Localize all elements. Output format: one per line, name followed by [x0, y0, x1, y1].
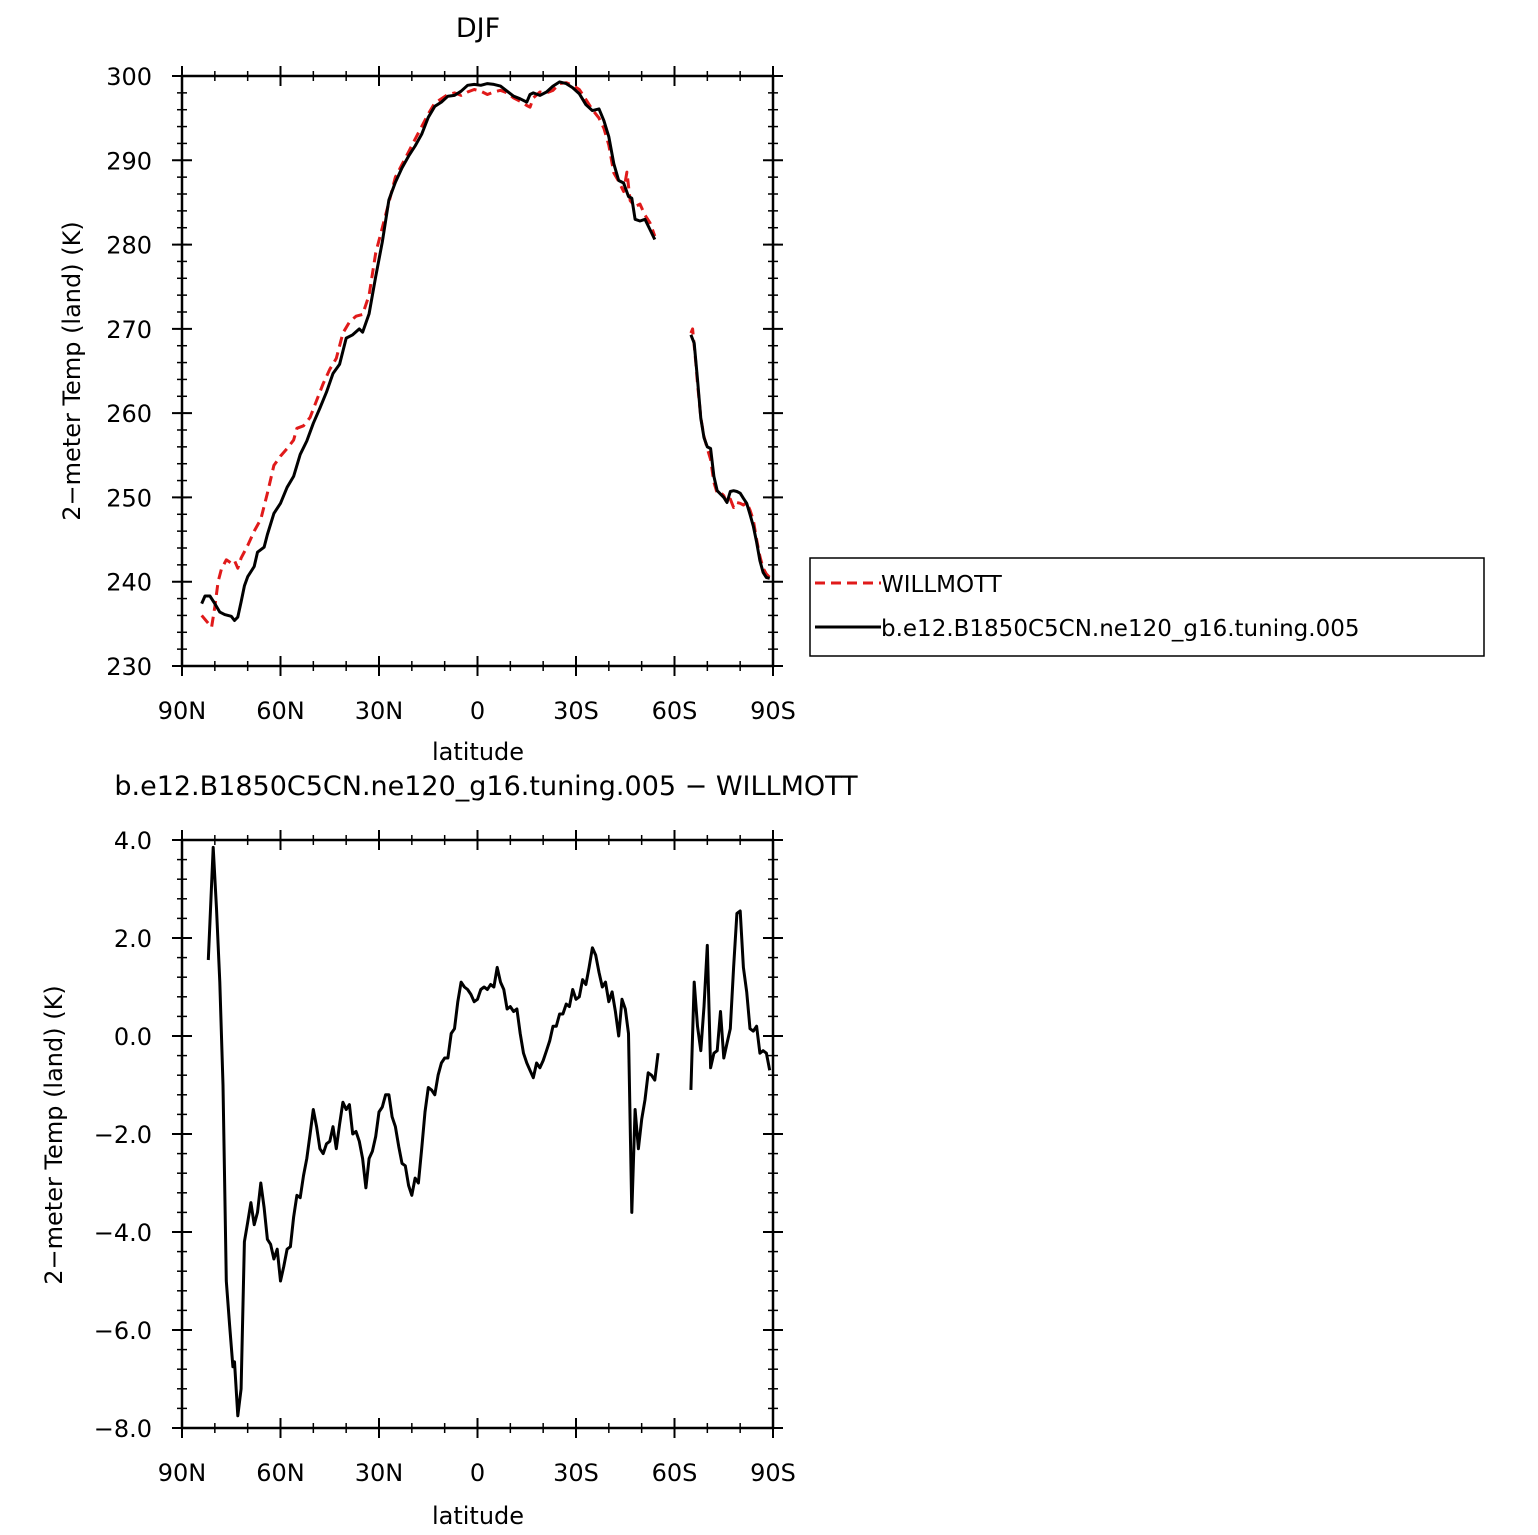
bottom-x-tick-label: 60S — [652, 1459, 698, 1487]
top-y-tick-label: 260 — [106, 400, 152, 428]
top-y-tick-label: 250 — [106, 484, 152, 512]
top-series-willmott-line — [689, 327, 771, 579]
top-y-tick-label: 300 — [106, 63, 152, 91]
bottom-x-tick-label: 30N — [355, 1459, 404, 1487]
top-y-tick-label: 270 — [106, 316, 152, 344]
bottom-y-tick-label: −8.0 — [94, 1415, 152, 1443]
top-panel: 90N 60N 30N 0 30S 60S 90S 230 240 250 260 270 280 290… — [106, 63, 796, 725]
bottom-chart-title: b.e12.B1850C5CN.ne120_g16.tuning.005 − W… — [114, 771, 858, 802]
top-x-tick-label: 60N — [256, 697, 305, 725]
top-x-tick-label: 30N — [355, 697, 404, 725]
bottom-panel: 90N 60N 30N 0 30S 60S 90S −8.0 −6.0 −4.0 −2.0 0.0 2.… — [94, 827, 796, 1487]
top-y-axis-label: 2−meter Temp (land) (K) — [58, 221, 86, 520]
top-x-tick-label: 30S — [553, 697, 599, 725]
bottom-y-tick-label: 2.0 — [114, 925, 152, 953]
bottom-y-tick-label: −2.0 — [94, 1121, 152, 1149]
bottom-y-tick-label: −6.0 — [94, 1317, 152, 1345]
top-y-tick-label: 230 — [106, 653, 152, 681]
bottom-series-difference-line — [206, 845, 660, 1418]
top-series-willmott-line — [200, 81, 657, 629]
top-plot-frame — [180, 74, 775, 668]
legend-label-willmott: WILLMOTT — [881, 572, 1003, 598]
top-y-tick-label: 240 — [106, 569, 152, 597]
bottom-y-tick-label: 4.0 — [114, 827, 152, 855]
top-x-tick-label: 0 — [470, 697, 485, 725]
bottom-y-tick-label: −4.0 — [94, 1219, 152, 1247]
top-x-tick-label: 90N — [158, 697, 207, 725]
bottom-x-tick-label: 90N — [158, 1459, 207, 1487]
legend: WILLMOTT b.e12.B1850C5CN.ne120_g16.tunin… — [809, 557, 1485, 657]
top-x-axis-label: latitude — [432, 738, 524, 766]
top-x-tick-label: 60S — [652, 697, 698, 725]
bottom-plot-frame — [180, 838, 775, 1430]
bottom-x-tick-label: 90S — [750, 1459, 796, 1487]
top-x-tick-label: 90S — [750, 697, 796, 725]
bottom-series-difference-line — [689, 909, 772, 1090]
bottom-x-tick-label: 60N — [256, 1459, 305, 1487]
top-series-model-line — [689, 334, 771, 580]
bottom-x-tick-label: 30S — [553, 1459, 599, 1487]
bottom-y-tick-label: 0.0 — [114, 1023, 152, 1051]
top-chart-title: DJF — [456, 13, 500, 44]
top-series-model-line — [200, 80, 657, 622]
bottom-x-tick-label: 0 — [470, 1459, 485, 1487]
top-y-tick-label: 280 — [106, 232, 152, 260]
bottom-y-axis-label: 2−meter Temp (land) (K) — [40, 985, 68, 1284]
top-y-tick-label: 290 — [106, 147, 152, 175]
legend-label-model: b.e12.B1850C5CN.ne120_g16.tuning.005 — [881, 616, 1359, 642]
legend-box — [809, 557, 1485, 657]
bottom-x-axis-label: latitude — [432, 1502, 524, 1530]
